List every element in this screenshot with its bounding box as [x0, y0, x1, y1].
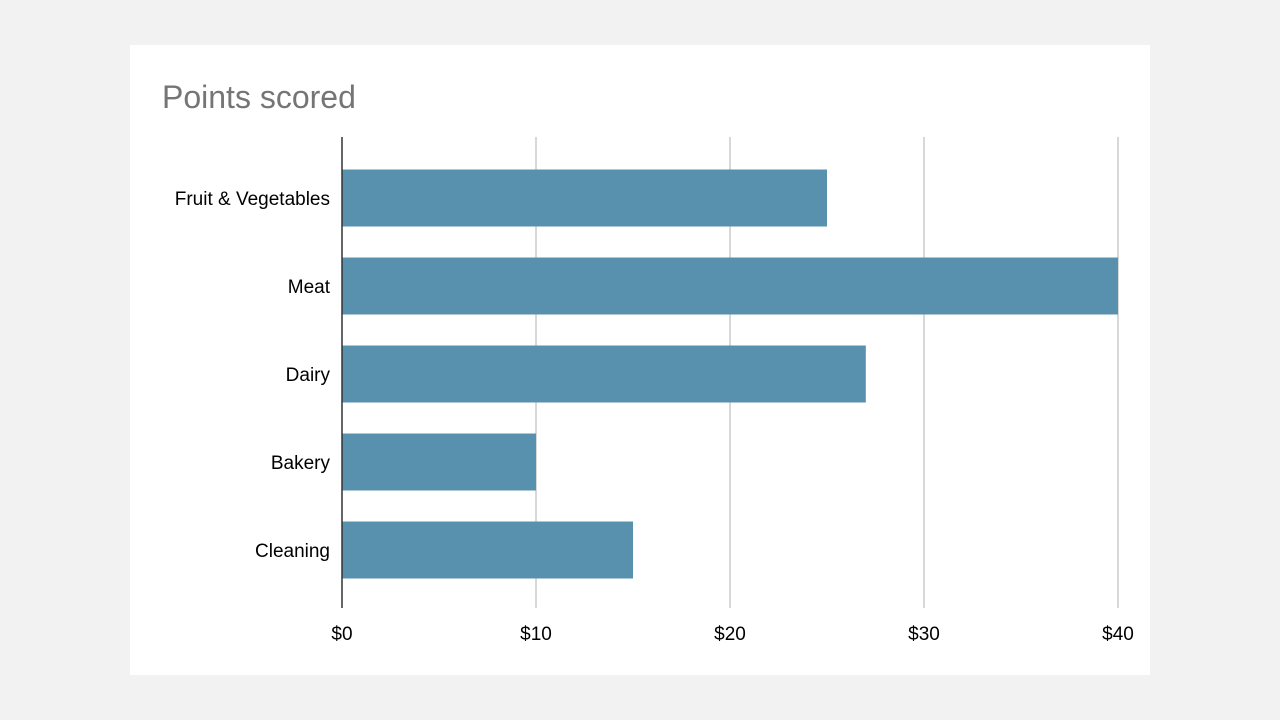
category-label: Cleaning [255, 541, 330, 562]
x-tick-label: $30 [908, 624, 940, 645]
x-tick-label: $20 [714, 624, 746, 645]
chart-title: Points scored [162, 79, 356, 115]
x-tick-label: $40 [1102, 624, 1134, 645]
bar-fruit-vegetables [342, 169, 827, 227]
category-label: Bakery [271, 453, 331, 474]
category-label: Dairy [286, 365, 331, 386]
bar-dairy [342, 345, 866, 403]
bar-cleaning [342, 521, 633, 579]
category-label: Meat [288, 277, 331, 298]
category-label: Fruit & Vegetables [175, 189, 330, 210]
x-tick-label: $0 [331, 624, 352, 645]
x-tick-label: $10 [520, 624, 552, 645]
bar-meat [342, 257, 1118, 315]
bar-bakery [342, 433, 536, 491]
